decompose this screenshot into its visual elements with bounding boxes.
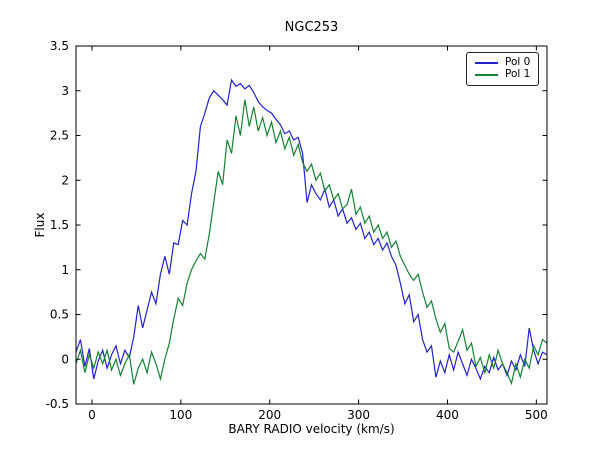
y-tick-label: 1.5 xyxy=(50,218,69,232)
y-tick-label: 0.5 xyxy=(50,308,69,322)
legend-label-pol1: Pol 1 xyxy=(505,68,531,80)
y-tick-label: 2.5 xyxy=(50,129,69,143)
y-tick-label: -0.5 xyxy=(46,397,69,411)
legend-item-pol0: Pol 0 xyxy=(475,57,530,68)
chart-title: NGC253 xyxy=(284,20,339,35)
y-tick-label: 3.5 xyxy=(50,39,69,53)
series-line-pol-1 xyxy=(76,99,547,386)
x-tick-label: 200 xyxy=(258,408,281,422)
axes-frame xyxy=(75,45,548,405)
legend-line-pol1-icon xyxy=(475,73,498,76)
y-tick-label: 2 xyxy=(61,173,69,187)
y-tick-label: 0 xyxy=(61,352,69,366)
ticks-group xyxy=(76,45,547,405)
legend: Pol 0 Pol 1 xyxy=(466,52,540,86)
x-tick-label: 100 xyxy=(169,408,192,422)
series-group xyxy=(76,78,547,386)
x-tick-label: 500 xyxy=(525,408,548,422)
x-tick-label: 0 xyxy=(88,408,96,422)
series-line-pol-0 xyxy=(76,78,547,381)
tick-labels-group: 0 100 200 300 400 500 -0.5 0 0.5 1 1.5 2 2.5 3 3.5 xyxy=(46,39,548,422)
x-axis-label: BARY RADIO velocity (km/s) xyxy=(228,422,395,436)
y-tick-label: 3 xyxy=(61,84,69,98)
x-tick-label: 300 xyxy=(347,408,370,422)
x-tick-label: 400 xyxy=(436,408,459,422)
legend-item-pol1: Pol 1 xyxy=(475,69,530,80)
y-axis-label: Flux xyxy=(33,212,47,238)
legend-label-pol0: Pol 0 xyxy=(505,56,531,68)
y-tick-label: 1 xyxy=(61,263,69,277)
legend-line-pol0-icon xyxy=(475,61,498,64)
